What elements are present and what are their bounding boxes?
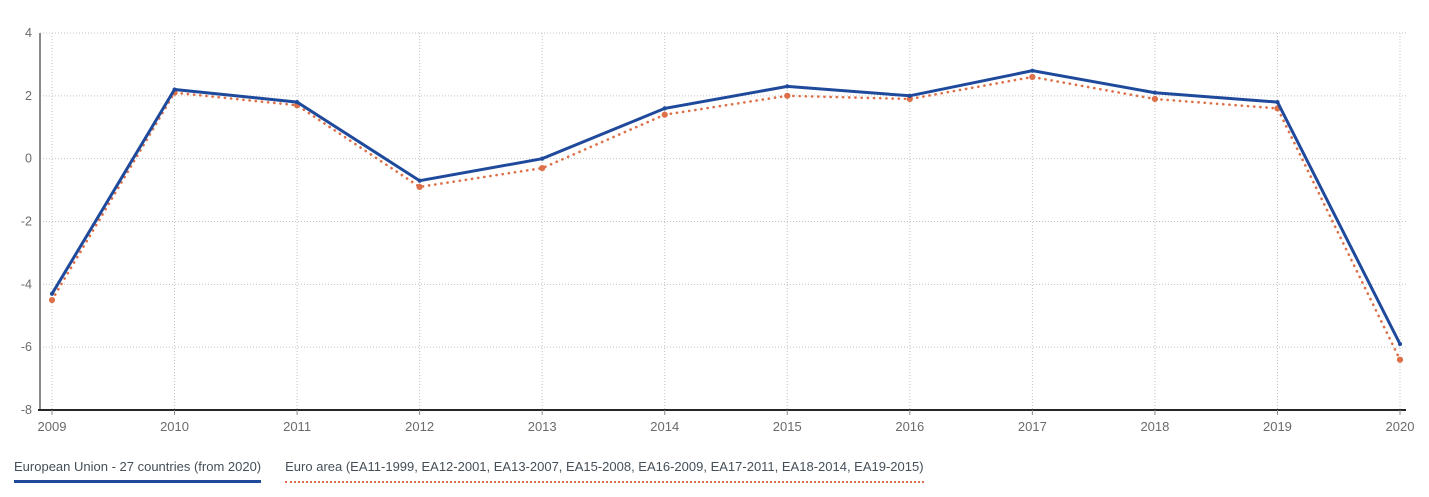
eu27-point-marker xyxy=(1397,341,1403,347)
eu27-point-marker xyxy=(907,93,912,98)
euro-area-point-marker xyxy=(1151,95,1159,103)
y-tick-label: -4 xyxy=(21,277,32,291)
euro-area-point-marker xyxy=(661,111,668,118)
eu27-point-marker xyxy=(417,178,422,183)
eu27-point-marker xyxy=(785,84,790,89)
x-tick-label: 2010 xyxy=(160,419,189,434)
eu27-point-marker xyxy=(1275,100,1280,105)
legend-label-eu27: European Union - 27 countries (from 2020… xyxy=(14,459,262,474)
euro-area-point-marker xyxy=(416,183,423,191)
y-tick-label: -8 xyxy=(21,403,32,417)
euro-area-point-marker xyxy=(1029,73,1036,81)
line-chart: 2009 2010 2011 2012 2013 2014 2015 2016 2017 2018… xyxy=(21,26,1415,434)
euro-area-dotted-line xyxy=(50,75,1402,361)
eu27-point-marker xyxy=(294,100,300,105)
x-tick-label: 2013 xyxy=(528,419,557,434)
euro-area-point-marker xyxy=(48,296,56,304)
y-tick-label: 4 xyxy=(25,26,32,40)
euro-area-point-marker xyxy=(539,164,546,172)
legend-swatch-euro-area-dotted-line xyxy=(285,480,924,483)
legend: European Union - 27 countries (from 2020… xyxy=(14,458,924,483)
y-tick-label: -6 xyxy=(21,340,32,354)
eu27-point-marker xyxy=(172,87,177,92)
eu27-point-marker xyxy=(540,156,545,161)
eu27-point-marker xyxy=(662,106,667,111)
eu27-point-marker xyxy=(1152,90,1158,95)
legend-item-euro-area[interactable]: Euro area (EA11-1999, EA12-2001, EA13-20… xyxy=(285,458,924,483)
eu27-point-marker xyxy=(49,291,55,296)
y-tick-label: -2 xyxy=(21,215,32,229)
euro-area-point-marker xyxy=(1396,356,1404,363)
y-tick-label: 0 xyxy=(25,152,32,166)
eu27-solid-line xyxy=(50,69,1402,345)
x-tick-label: 2009 xyxy=(38,419,67,434)
y-tick-label: 2 xyxy=(25,89,32,103)
x-tick-label: 2011 xyxy=(283,419,311,434)
x-tick-label: 2012 xyxy=(405,419,434,434)
x-tick-label: 2017 xyxy=(1018,419,1047,434)
euro-area-point-marker xyxy=(784,92,791,99)
x-tick-label: 2020 xyxy=(1386,419,1415,434)
x-tick-label: 2016 xyxy=(895,419,924,434)
x-tick-label: 2014 xyxy=(650,419,679,434)
legend-item-eu27[interactable]: European Union - 27 countries (from 2020… xyxy=(14,458,262,483)
legend-swatch-eu27-solid-line xyxy=(14,480,262,483)
eu27-point-marker xyxy=(1030,68,1035,73)
legend-label-euro-area: Euro area (EA11-1999, EA12-2001, EA13-20… xyxy=(285,459,924,474)
x-tick-label: 2015 xyxy=(773,419,802,434)
x-tick-label: 2019 xyxy=(1263,419,1292,434)
euro-area-point-marker xyxy=(906,95,913,103)
x-tick-label: 2018 xyxy=(1140,419,1169,434)
